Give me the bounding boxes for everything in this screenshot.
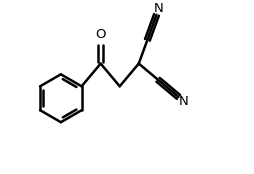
Text: O: O [96,29,106,41]
Text: N: N [154,2,164,15]
Text: N: N [179,94,188,108]
